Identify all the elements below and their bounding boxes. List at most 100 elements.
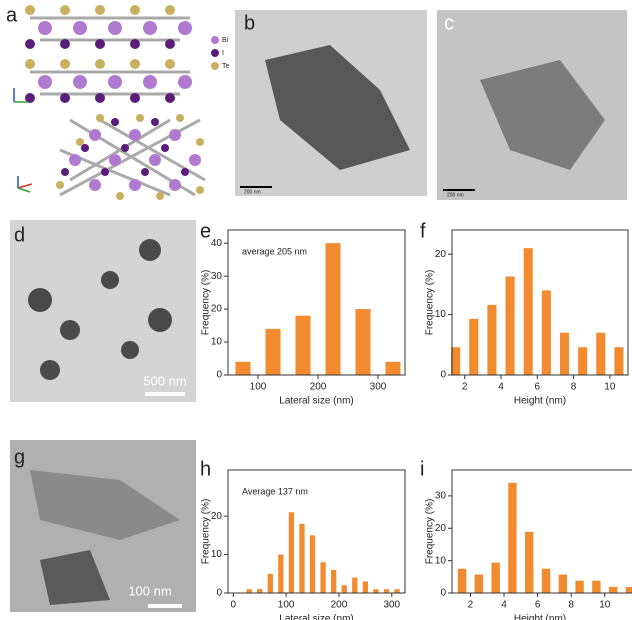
bar bbox=[320, 562, 326, 593]
y-tick-label: 30 bbox=[211, 271, 223, 282]
bar bbox=[278, 554, 284, 593]
y-tick-label: 10 bbox=[435, 309, 447, 320]
y-tick-label: 20 bbox=[435, 249, 447, 260]
panel-label: d bbox=[14, 224, 25, 246]
x-tick-label: 0 bbox=[231, 600, 237, 611]
axes-frame bbox=[451, 469, 632, 594]
bar bbox=[575, 580, 584, 593]
tem-image-d: 500 nm bbox=[10, 220, 196, 402]
bar bbox=[394, 589, 400, 593]
panel-label: a bbox=[6, 4, 18, 26]
x-tick-label: 8 bbox=[568, 600, 574, 611]
bar bbox=[614, 347, 624, 375]
x-tick-label: 300 bbox=[383, 600, 400, 611]
legend-label: I bbox=[222, 50, 224, 57]
bar bbox=[608, 586, 618, 593]
scale-bar-label: 200 nm bbox=[447, 192, 464, 198]
y-tick-label: 20 bbox=[435, 523, 447, 534]
bar bbox=[541, 568, 551, 593]
y-axis-label: Frequency (%) bbox=[201, 270, 212, 336]
y-tick-label: 0 bbox=[440, 370, 446, 381]
x-tick-label: 8 bbox=[571, 382, 577, 393]
bar bbox=[508, 482, 517, 593]
bar bbox=[352, 577, 358, 593]
bar bbox=[385, 361, 401, 375]
scale-bar-label: 200 nm bbox=[244, 189, 261, 195]
x-tick-label: 300 bbox=[370, 382, 387, 393]
bar bbox=[596, 332, 606, 375]
panel-label: c bbox=[444, 12, 454, 34]
bar bbox=[523, 248, 533, 375]
bar bbox=[474, 574, 484, 593]
bar bbox=[288, 512, 295, 593]
panel-label: i bbox=[420, 458, 424, 480]
annotation: Average 137 nm bbox=[242, 486, 308, 496]
y-tick-label: 20 bbox=[211, 511, 223, 522]
panel-label: g bbox=[14, 446, 25, 468]
bar bbox=[558, 574, 567, 593]
bar bbox=[469, 318, 479, 375]
y-tick-label: 0 bbox=[216, 588, 222, 599]
legend-label: Te bbox=[222, 63, 230, 70]
bar bbox=[383, 589, 390, 593]
y-tick-label: 10 bbox=[211, 549, 223, 560]
bar bbox=[355, 309, 371, 375]
y-tick-label: 10 bbox=[435, 555, 447, 566]
x-tick-label: 100 bbox=[278, 600, 295, 611]
bar bbox=[341, 585, 347, 593]
x-axis-label: Height (nm) bbox=[514, 396, 566, 407]
bar bbox=[265, 328, 281, 375]
crystal-structure: Bi I Te bbox=[13, 5, 230, 200]
y-axis-label: Frequency (%) bbox=[201, 499, 212, 565]
bar bbox=[299, 523, 305, 593]
bar bbox=[309, 535, 316, 593]
bar bbox=[487, 304, 497, 375]
bar bbox=[505, 276, 515, 375]
bar bbox=[625, 586, 632, 593]
y-tick-label: 0 bbox=[216, 370, 222, 381]
x-tick-label: 2 bbox=[462, 382, 468, 393]
bar bbox=[331, 569, 337, 593]
x-axis-label: Lateral size (nm) bbox=[279, 614, 353, 620]
y-tick-label: 20 bbox=[211, 304, 223, 315]
x-tick-label: 10 bbox=[604, 382, 616, 393]
bar bbox=[491, 562, 500, 593]
bar bbox=[325, 243, 341, 375]
panel-label: b bbox=[244, 12, 255, 34]
bar bbox=[592, 580, 601, 593]
axes-frame bbox=[451, 229, 629, 376]
tem-image-c: 200 nm bbox=[437, 10, 627, 200]
bar bbox=[541, 290, 551, 375]
y-tick-label: 0 bbox=[440, 588, 446, 599]
tem-image-g: 100 nm bbox=[10, 440, 196, 612]
y-tick-label: 10 bbox=[211, 337, 223, 348]
bar bbox=[451, 347, 461, 375]
x-tick-label: 10 bbox=[599, 600, 611, 611]
bar bbox=[362, 581, 369, 593]
panel-label: f bbox=[420, 220, 426, 242]
x-tick-label: 4 bbox=[498, 382, 504, 393]
x-axis-label: Lateral size (nm) bbox=[279, 396, 353, 407]
y-axis-label: Frequency (%) bbox=[425, 499, 436, 565]
scale-bar-label: 500 nm bbox=[143, 373, 186, 388]
x-axis-label: Height (nm) bbox=[514, 614, 566, 620]
x-tick-label: 100 bbox=[250, 382, 267, 393]
x-tick-label: 6 bbox=[534, 382, 540, 393]
bar bbox=[373, 589, 379, 593]
x-tick-label: 4 bbox=[501, 600, 507, 611]
bar bbox=[559, 332, 570, 375]
legend-label: Bi bbox=[222, 37, 229, 44]
annotation: average 205 nm bbox=[242, 246, 307, 256]
panel-label: e bbox=[200, 220, 211, 242]
x-tick-label: 6 bbox=[535, 600, 541, 611]
bar bbox=[235, 361, 251, 375]
y-tick-label: 40 bbox=[211, 238, 223, 249]
bar bbox=[525, 531, 534, 593]
bar bbox=[457, 568, 467, 593]
x-tick-label: 200 bbox=[310, 382, 327, 393]
tem-image-b: 200 nm bbox=[235, 10, 427, 196]
bar bbox=[267, 573, 273, 593]
x-tick-label: 2 bbox=[468, 600, 474, 611]
x-tick-label: 200 bbox=[331, 600, 348, 611]
